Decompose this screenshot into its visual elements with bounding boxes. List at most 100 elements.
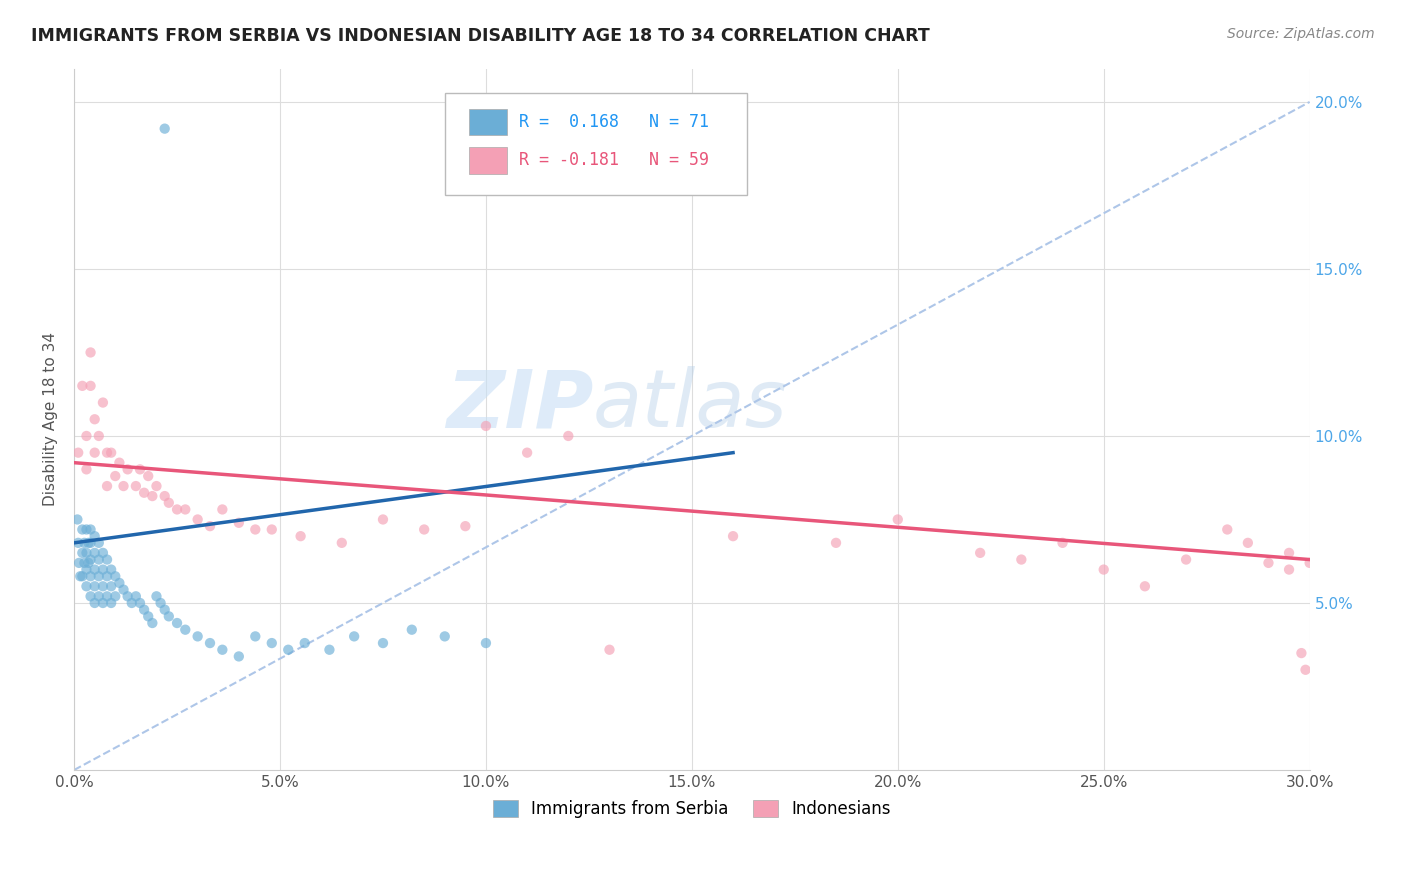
Point [166, 615, 188, 630]
Point [104, 589, 127, 603]
Point [77, 536, 100, 550]
Point [67, 445, 90, 459]
Point [187, 629, 209, 643]
Point [96, 569, 118, 583]
Point [79, 536, 101, 550]
Point [108, 456, 131, 470]
Point [454, 519, 477, 533]
Point [125, 589, 148, 603]
Point [141, 615, 163, 630]
Point [104, 469, 127, 483]
Point [1278, 546, 1301, 560]
Point [67, 556, 90, 570]
Point [969, 546, 991, 560]
Point [1278, 563, 1301, 577]
Point [198, 519, 221, 533]
Point [67, 536, 90, 550]
Text: R = -0.181   N = 59: R = -0.181 N = 59 [519, 151, 709, 169]
Point [228, 516, 250, 530]
Point [87, 552, 110, 566]
Point [174, 502, 197, 516]
Point [75, 523, 97, 537]
Point [187, 512, 209, 526]
Point [117, 462, 139, 476]
Point [73, 536, 96, 550]
Point [1298, 556, 1320, 570]
Point [166, 502, 188, 516]
Point [72, 523, 94, 537]
Point [433, 629, 456, 643]
Point [157, 609, 180, 624]
Point [330, 536, 353, 550]
Point [75, 462, 97, 476]
Y-axis label: Disability Age 18 to 34: Disability Age 18 to 34 [44, 332, 58, 507]
Point [83, 596, 105, 610]
Point [1092, 563, 1115, 577]
Point [136, 609, 159, 624]
Point [87, 536, 110, 550]
Point [1175, 552, 1198, 566]
Point [73, 556, 96, 570]
Text: atlas: atlas [593, 367, 787, 444]
Point [371, 636, 394, 650]
Point [125, 479, 148, 493]
Point [129, 596, 152, 610]
Point [69, 569, 91, 583]
Point [145, 479, 167, 493]
Point [79, 552, 101, 566]
Point [91, 596, 114, 610]
Point [516, 445, 538, 459]
Point [260, 636, 283, 650]
Point [83, 579, 105, 593]
Point [75, 546, 97, 560]
Point [72, 546, 94, 560]
Point [72, 379, 94, 393]
Point [72, 569, 94, 583]
FancyBboxPatch shape [470, 147, 506, 174]
Point [100, 579, 122, 593]
Point [100, 596, 122, 610]
Point [702, 121, 724, 136]
Point [79, 379, 101, 393]
Point [141, 489, 163, 503]
Point [100, 563, 122, 577]
Point [87, 569, 110, 583]
Point [75, 563, 97, 577]
Point [475, 636, 498, 650]
Text: ZIP: ZIP [446, 367, 593, 444]
Point [343, 629, 366, 643]
Point [721, 529, 744, 543]
Point [96, 479, 118, 493]
Text: Source: ZipAtlas.com: Source: ZipAtlas.com [1227, 27, 1375, 41]
Point [79, 345, 101, 359]
Point [290, 529, 312, 543]
Legend: Immigrants from Serbia, Indonesians: Immigrants from Serbia, Indonesians [486, 793, 898, 825]
Point [211, 642, 233, 657]
Point [77, 556, 100, 570]
Text: R =  0.168   N = 71: R = 0.168 N = 71 [519, 112, 709, 131]
Point [401, 623, 423, 637]
Point [83, 546, 105, 560]
Point [83, 563, 105, 577]
Point [1010, 552, 1032, 566]
Point [112, 479, 135, 493]
Point [887, 512, 910, 526]
Point [318, 642, 340, 657]
Point [75, 429, 97, 443]
Point [413, 523, 436, 537]
Point [1291, 646, 1313, 660]
Point [294, 636, 316, 650]
Point [112, 582, 135, 597]
Point [87, 429, 110, 443]
Point [371, 512, 394, 526]
Point [75, 579, 97, 593]
Point [79, 589, 101, 603]
Point [132, 485, 155, 500]
Point [121, 596, 143, 610]
Point [83, 412, 105, 426]
Point [145, 589, 167, 603]
Point [557, 429, 579, 443]
Point [1133, 579, 1156, 593]
Point [108, 576, 131, 591]
Point [87, 589, 110, 603]
